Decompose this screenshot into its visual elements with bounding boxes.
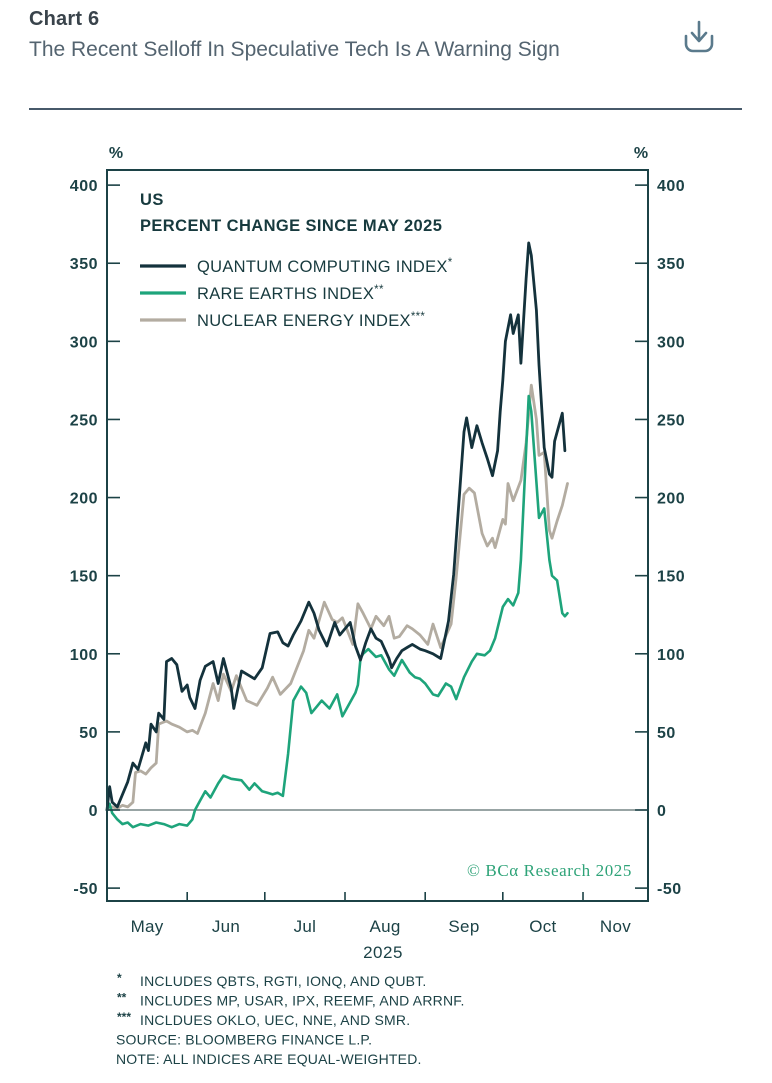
- x-axis-year-label: 2025: [363, 943, 403, 962]
- y-axis-label-right: 150: [657, 569, 685, 586]
- y-axis-label-right: 300: [657, 334, 685, 351]
- x-axis-month-label: Sep: [448, 917, 479, 936]
- x-axis-month-label: Aug: [370, 917, 401, 936]
- y-axis-label-right: 400: [657, 178, 685, 195]
- y-axis-label-left: 0: [89, 803, 98, 820]
- x-axis-month-label: Oct: [529, 917, 556, 936]
- y-axis-label-right: 250: [657, 412, 685, 429]
- footnote-marker: ***: [117, 1010, 131, 1024]
- x-axis-month-label: Jul: [294, 917, 317, 936]
- header: Chart 6 The Recent Selloff In Speculativ…: [29, 8, 742, 65]
- y-axis-label-left: 400: [70, 178, 98, 195]
- y-axis-label-right: 350: [657, 256, 685, 273]
- legend-subtitle: PERCENT CHANGE SINCE MAY 2025: [140, 217, 442, 235]
- copyright-notice: © BCα Research 2025: [467, 861, 632, 880]
- y-axis-unit-left: %: [109, 145, 123, 162]
- x-axis-month-label: Jun: [212, 917, 240, 936]
- footnote-text: INCLDUES OKLO, UEC, NNE, AND SMR.: [140, 1012, 410, 1028]
- chart-number-label: Chart 6: [29, 8, 100, 30]
- download-button[interactable]: [676, 16, 722, 62]
- legend-region-label: US: [140, 191, 164, 209]
- footnote-marker: *: [117, 971, 122, 985]
- y-axis-label-right: 100: [657, 647, 685, 664]
- y-axis-label-left: 250: [70, 412, 98, 429]
- footnote-text: INCLUDES MP, USAR, IPX, REEMF, AND ARRNF…: [140, 993, 465, 1009]
- legend-item-label: RARE EARTHS INDEX**: [197, 284, 384, 303]
- series-line-rare-earths-index: [105, 394, 569, 829]
- legend-item-label: NUCLEAR ENERGY INDEX***: [197, 311, 425, 330]
- y-axis-label-left: 350: [70, 256, 98, 273]
- series-line-quantum-computing-index: [105, 241, 567, 812]
- header-divider: [29, 108, 742, 110]
- footnote-marker: **: [117, 991, 127, 1005]
- y-axis-label-right: -50: [657, 881, 682, 898]
- chart-title: The Recent Selloff In Speculative Tech I…: [29, 38, 560, 61]
- footnote-text: SOURCE: BLOOMBERG FINANCE L.P.: [116, 1032, 372, 1048]
- y-axis-label-left: 300: [70, 334, 98, 351]
- footnote-text: NOTE: ALL INDICES ARE EQUAL-WEIGHTED.: [116, 1051, 422, 1067]
- y-axis-label-right: 200: [657, 491, 685, 508]
- x-axis-month-label: May: [131, 917, 164, 936]
- x-axis-month-label: Nov: [600, 917, 631, 936]
- y-axis-label-left: 150: [70, 569, 98, 586]
- series-line-nuclear-energy-index: [105, 383, 569, 812]
- legend-item-label: QUANTUM COMPUTING INDEX*: [197, 257, 453, 276]
- plot-frame: [106, 169, 649, 902]
- y-axis-unit-right: %: [634, 145, 648, 162]
- footnote-text: INCLUDES QBTS, RGTI, IONQ, AND QUBT.: [140, 973, 426, 989]
- y-axis-label-right: 50: [657, 725, 676, 742]
- download-icon: [676, 20, 722, 65]
- y-axis-label-left: 100: [70, 647, 98, 664]
- y-axis-label-left: 200: [70, 491, 98, 508]
- y-axis-label-left: 50: [79, 725, 98, 742]
- y-axis-label-left: -50: [73, 881, 98, 898]
- y-axis-label-right: 0: [657, 803, 666, 820]
